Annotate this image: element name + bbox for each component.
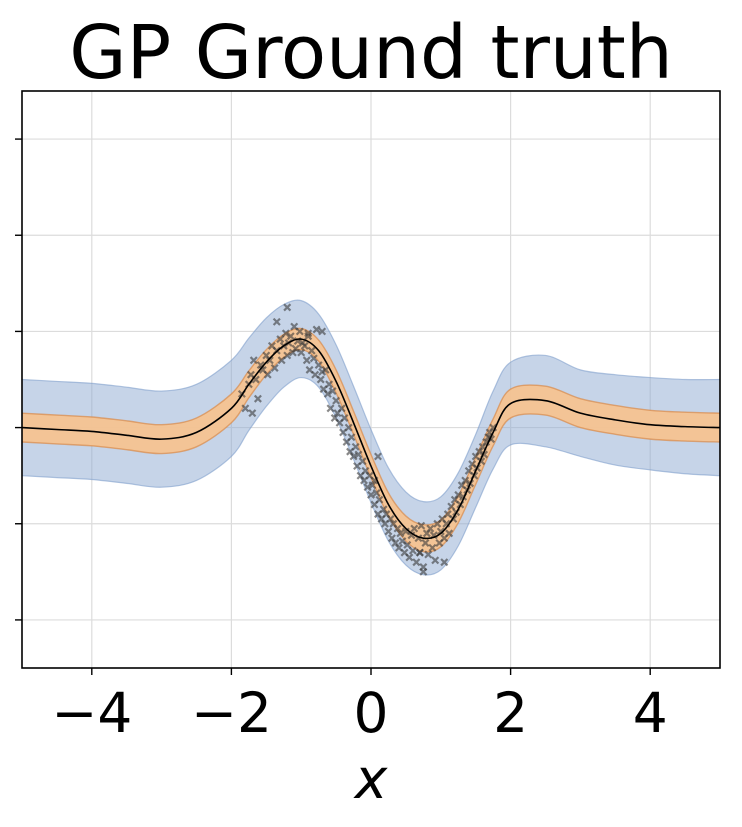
data-point bbox=[367, 490, 375, 499]
data-point bbox=[323, 389, 332, 398]
data-point bbox=[340, 413, 349, 422]
data-point bbox=[407, 531, 416, 540]
data-point bbox=[248, 409, 257, 418]
outer-band-lower-edge bbox=[21, 376, 721, 576]
data-point bbox=[428, 543, 437, 552]
data-point bbox=[396, 529, 405, 538]
data-point bbox=[445, 529, 454, 538]
data-point bbox=[347, 433, 356, 442]
data-point bbox=[332, 396, 341, 405]
data-point bbox=[295, 327, 304, 336]
data-point bbox=[440, 558, 449, 567]
data-point bbox=[461, 476, 470, 485]
inner-band-upper-edge bbox=[21, 327, 721, 526]
data-point bbox=[316, 375, 325, 384]
data-point bbox=[351, 442, 360, 451]
data-point bbox=[410, 524, 419, 533]
data-point bbox=[368, 481, 377, 490]
data-point bbox=[436, 527, 445, 536]
x-axis-label: x bbox=[353, 747, 388, 811]
mean-curve bbox=[21, 338, 721, 540]
data-point bbox=[344, 423, 353, 432]
data-point bbox=[302, 356, 311, 365]
data-point bbox=[249, 356, 258, 365]
data-point bbox=[300, 341, 309, 350]
data-point bbox=[379, 505, 388, 514]
data-point bbox=[354, 450, 363, 459]
x-tick-label: 2 bbox=[493, 681, 528, 745]
data-point bbox=[297, 348, 306, 357]
data-point bbox=[426, 524, 435, 533]
data-point bbox=[312, 325, 321, 334]
data-point bbox=[325, 380, 334, 389]
x-tick-label: −4 bbox=[51, 681, 132, 745]
data-point bbox=[417, 521, 426, 530]
data-point bbox=[241, 404, 250, 413]
data-point bbox=[265, 356, 274, 365]
data-point bbox=[454, 490, 463, 499]
data-point bbox=[283, 303, 292, 312]
x-tick-label: −2 bbox=[191, 681, 272, 745]
data-point bbox=[374, 452, 382, 461]
data-point bbox=[276, 335, 285, 344]
data-point bbox=[281, 329, 290, 338]
data-point bbox=[321, 365, 330, 374]
data-point bbox=[358, 457, 367, 466]
data-point bbox=[253, 394, 262, 403]
data-point bbox=[307, 346, 316, 355]
data-point bbox=[363, 483, 372, 492]
data-point bbox=[314, 361, 323, 370]
data-point bbox=[283, 351, 292, 360]
data-point bbox=[431, 556, 440, 565]
data-point bbox=[403, 540, 412, 549]
data-point bbox=[263, 370, 272, 379]
inner-confidence-band bbox=[22, 328, 720, 552]
data-point bbox=[309, 354, 318, 363]
data-point bbox=[372, 488, 381, 497]
data-point bbox=[401, 527, 410, 536]
data-point bbox=[412, 558, 421, 567]
mean-line bbox=[21, 338, 721, 540]
uncertainty-bands bbox=[21, 299, 721, 576]
chart-title: GP Ground truth bbox=[69, 10, 672, 96]
data-point bbox=[326, 404, 335, 413]
data-point bbox=[408, 546, 417, 555]
outer-confidence-band bbox=[22, 300, 720, 575]
data-point bbox=[272, 317, 281, 326]
x-tick-label: 4 bbox=[633, 681, 668, 745]
data-point bbox=[318, 327, 327, 336]
x-tick-label: 0 bbox=[354, 681, 389, 745]
data-point bbox=[386, 514, 395, 523]
data-point bbox=[328, 387, 337, 396]
data-point bbox=[349, 452, 358, 461]
data-point bbox=[304, 329, 313, 338]
data-point bbox=[393, 524, 402, 533]
outer-band-upper-edge bbox=[21, 299, 721, 503]
data-point bbox=[337, 404, 346, 413]
data-point bbox=[405, 553, 414, 562]
data-point bbox=[421, 539, 430, 547]
data-point bbox=[375, 495, 384, 504]
data-point bbox=[419, 567, 428, 576]
axis-ticks: −4 −2 0 2 4 bbox=[15, 138, 668, 745]
data-point bbox=[286, 332, 295, 341]
data-point bbox=[291, 344, 300, 353]
data-point bbox=[424, 550, 433, 559]
data-point bbox=[384, 527, 393, 536]
observation-points bbox=[237, 303, 498, 576]
data-point bbox=[415, 548, 424, 557]
data-point bbox=[270, 363, 279, 372]
